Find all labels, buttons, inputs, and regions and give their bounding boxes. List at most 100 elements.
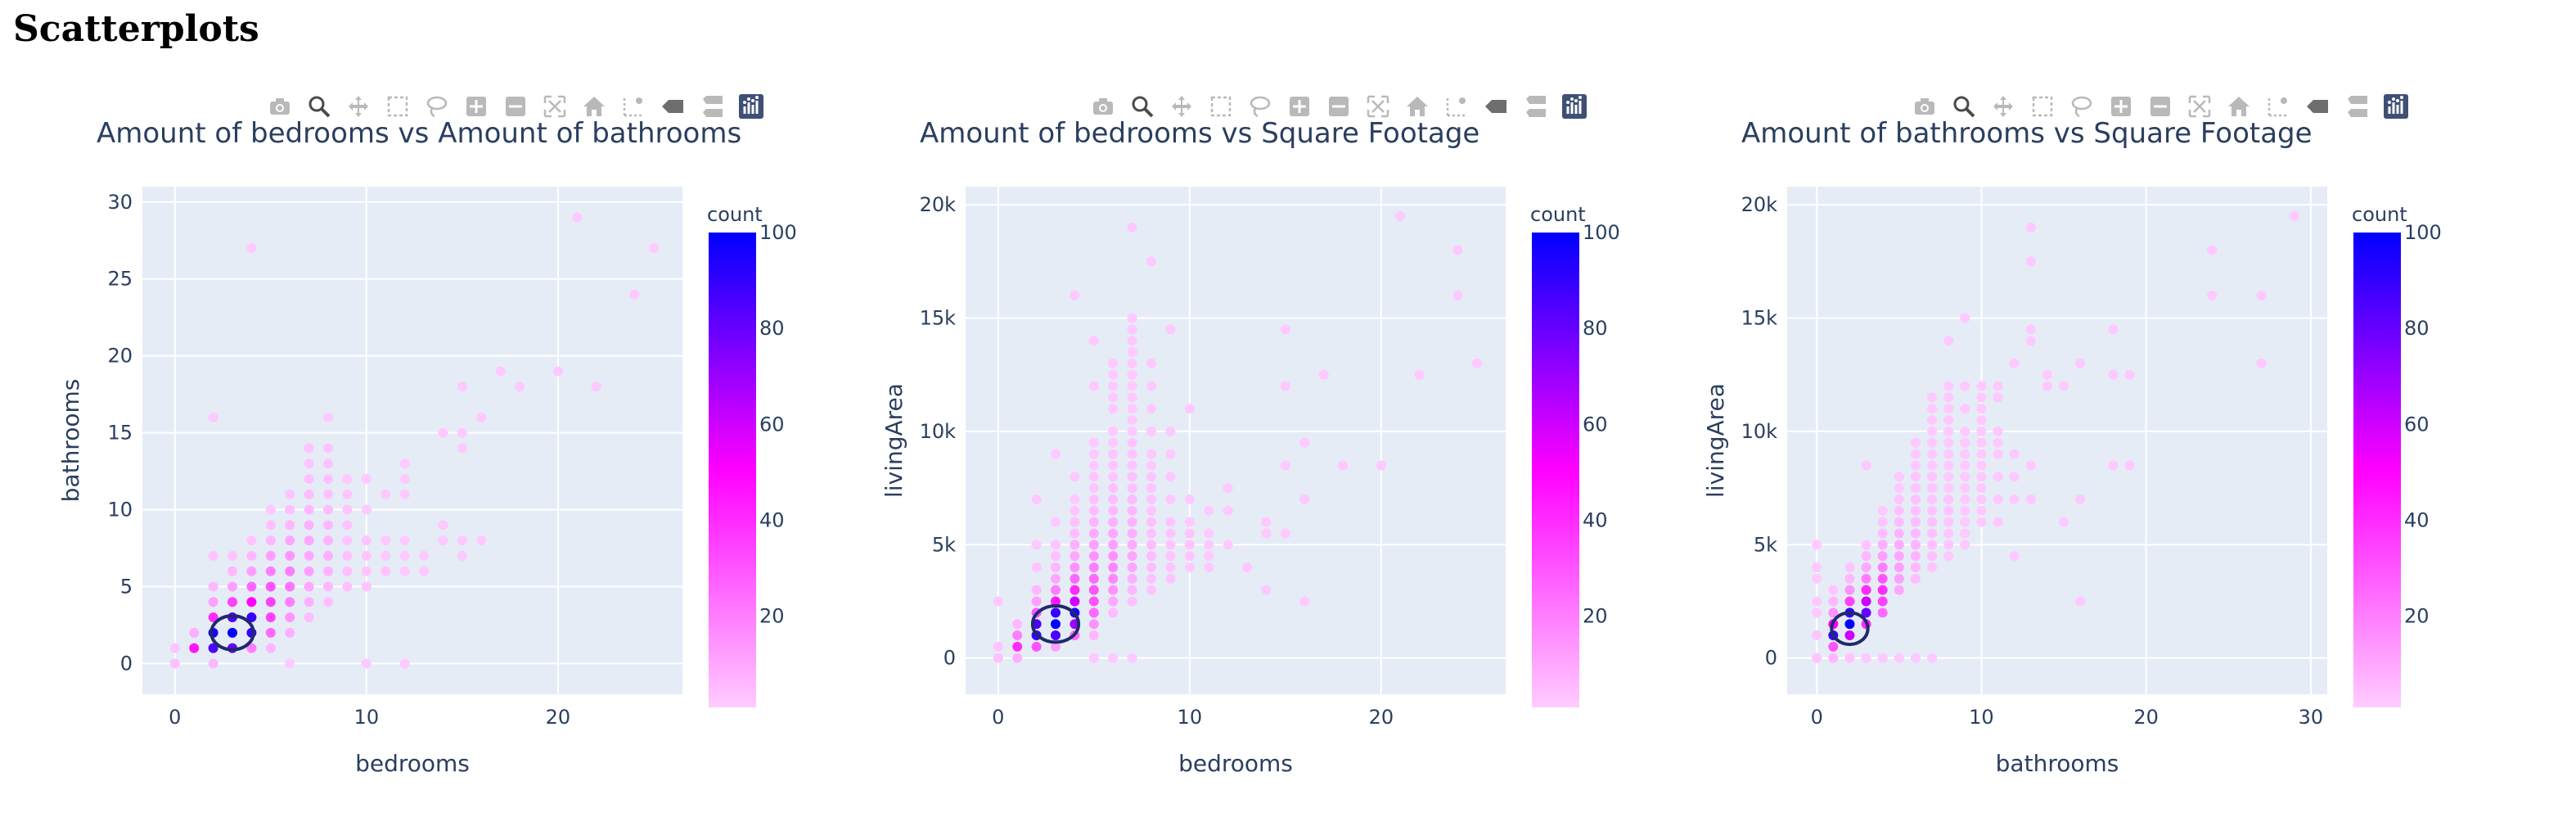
data-point[interactable] <box>1877 505 1888 516</box>
data-point[interactable] <box>1031 641 1042 652</box>
data-point[interactable] <box>1070 551 1080 562</box>
data-point[interactable] <box>1127 573 1137 584</box>
data-point[interactable] <box>304 473 314 484</box>
data-point[interactable] <box>1070 528 1080 539</box>
data-point[interactable] <box>1127 585 1137 595</box>
data-point[interactable] <box>265 550 276 561</box>
data-point[interactable] <box>1943 415 1954 426</box>
data-point[interactable] <box>1146 358 1157 368</box>
data-point[interactable] <box>1910 437 1921 448</box>
data-point[interactable] <box>1127 596 1137 607</box>
data-point[interactable] <box>2059 381 2069 391</box>
data-point[interactable] <box>1051 573 1061 584</box>
data-point[interactable] <box>1051 449 1061 459</box>
data-point[interactable] <box>1844 619 1855 630</box>
data-point[interactable] <box>1127 460 1137 471</box>
data-point[interactable] <box>1960 540 1970 550</box>
data-point[interactable] <box>1993 392 2003 403</box>
data-point[interactable] <box>1471 358 1482 368</box>
data-point[interactable] <box>285 597 295 607</box>
data-point[interactable] <box>1910 562 1921 572</box>
data-point[interactable] <box>1051 585 1061 595</box>
data-point[interactable] <box>1088 472 1099 482</box>
data-point[interactable] <box>1088 607 1099 618</box>
data-point[interactable] <box>1146 573 1157 584</box>
data-point[interactable] <box>1828 596 1839 607</box>
data-point[interactable] <box>1031 562 1042 572</box>
data-point[interactable] <box>1031 494 1042 504</box>
data-point[interactable] <box>246 581 257 592</box>
data-point[interactable] <box>399 458 410 469</box>
data-point[interactable] <box>1910 494 1921 504</box>
data-point[interactable] <box>1051 619 1061 630</box>
data-point[interactable] <box>342 581 353 592</box>
data-point[interactable] <box>1127 426 1137 436</box>
data-point[interactable] <box>1960 437 1970 448</box>
data-point[interactable] <box>1976 426 1987 436</box>
data-point[interactable] <box>342 473 353 484</box>
data-point[interactable] <box>1943 404 1954 414</box>
data-point[interactable] <box>1204 505 1214 516</box>
data-point[interactable] <box>1960 404 1970 414</box>
data-point[interactable] <box>2009 449 2020 459</box>
data-point[interactable] <box>1927 551 1938 562</box>
data-point[interactable] <box>438 427 448 438</box>
data-point[interactable] <box>1828 585 1839 595</box>
data-point[interactable] <box>1223 505 1233 516</box>
data-point[interactable] <box>304 550 314 561</box>
data-point[interactable] <box>1108 494 1119 504</box>
data-point[interactable] <box>399 473 410 484</box>
data-point[interactable] <box>1204 528 1214 539</box>
data-point[interactable] <box>1927 494 1938 504</box>
data-point[interactable] <box>1127 517 1137 527</box>
data-point[interactable] <box>1960 517 1970 527</box>
data-point[interactable] <box>1943 494 1954 504</box>
data-point[interactable] <box>1127 347 1137 358</box>
data-point[interactable] <box>1108 585 1119 595</box>
data-point[interactable] <box>227 566 237 576</box>
data-point[interactable] <box>993 641 1003 652</box>
data-point[interactable] <box>1910 573 1921 584</box>
data-point[interactable] <box>399 489 410 499</box>
data-point[interactable] <box>1204 540 1214 550</box>
data-point[interactable] <box>1993 426 2003 436</box>
data-point[interactable] <box>1127 472 1137 482</box>
data-point[interactable] <box>438 535 448 546</box>
data-point[interactable] <box>1452 290 1463 300</box>
data-point[interactable] <box>285 627 295 638</box>
data-point[interactable] <box>457 443 467 454</box>
data-point[interactable] <box>1165 551 1176 562</box>
data-point[interactable] <box>1894 472 1904 482</box>
data-point[interactable] <box>1088 381 1099 391</box>
data-point[interactable] <box>495 366 506 377</box>
data-point[interactable] <box>399 550 410 561</box>
data-point[interactable] <box>1976 381 1987 391</box>
data-point[interactable] <box>1861 585 1871 595</box>
data-point[interactable] <box>1812 607 1822 618</box>
data-point[interactable] <box>1993 449 2003 459</box>
plot-area[interactable] <box>1787 187 2327 694</box>
data-point[interactable] <box>2256 290 2267 300</box>
data-point[interactable] <box>1861 540 1871 550</box>
data-point[interactable] <box>1812 596 1822 607</box>
data-point[interactable] <box>1127 528 1137 539</box>
data-point[interactable] <box>323 597 334 607</box>
data-point[interactable] <box>1146 483 1157 494</box>
data-point[interactable] <box>285 566 295 576</box>
data-point[interactable] <box>1910 551 1921 562</box>
data-point[interactable] <box>1877 607 1888 618</box>
plotly-logo-button[interactable] <box>736 92 766 121</box>
data-point[interactable] <box>1146 505 1157 516</box>
data-point[interactable] <box>1088 336 1099 346</box>
data-point[interactable] <box>1960 472 1970 482</box>
data-point[interactable] <box>1184 494 1195 504</box>
reset-axes-button[interactable] <box>579 92 609 121</box>
data-point[interactable] <box>304 520 314 531</box>
data-point[interactable] <box>1146 551 1157 562</box>
data-point[interactable] <box>1894 483 1904 494</box>
data-point[interactable] <box>1960 528 1970 539</box>
data-point[interactable] <box>1877 573 1888 584</box>
data-point[interactable] <box>208 612 218 623</box>
data-point[interactable] <box>246 597 257 607</box>
data-point[interactable] <box>1943 426 1954 436</box>
